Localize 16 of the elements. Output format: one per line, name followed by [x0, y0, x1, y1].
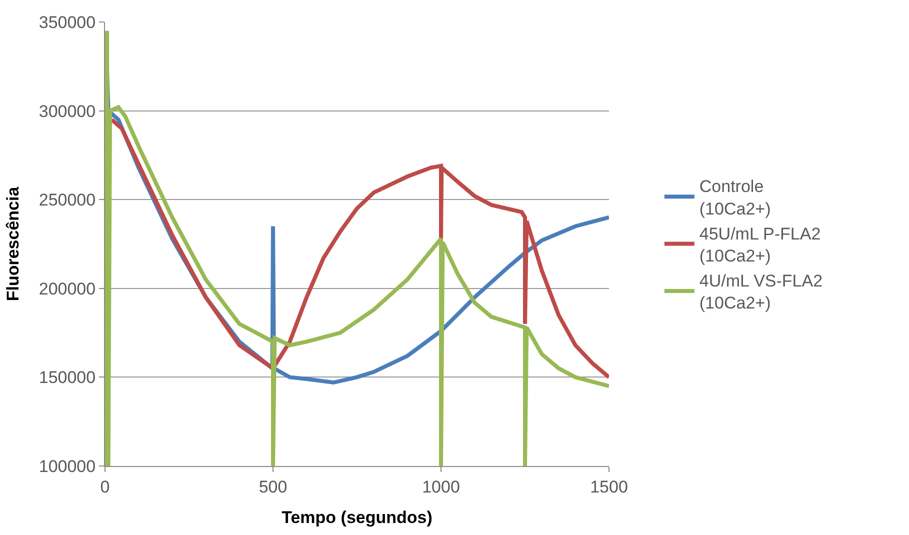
y-tick-label: 250000	[38, 190, 96, 210]
y-tick-label: 350000	[38, 12, 96, 32]
line-series	[110, 118, 609, 380]
y-axis-title: Fluorescência	[3, 186, 22, 302]
legend-label: 45U/mL P-FLA2 (10Ca2+)	[699, 224, 821, 266]
y-tick-label: 150000	[38, 368, 96, 388]
legend-label: Controle (10Ca2+)	[699, 177, 771, 218]
x-axis-title: Tempo (segundos)	[282, 508, 432, 527]
legend-label: 4U/mL VS-FLA2 (10Ca2+)	[699, 272, 823, 313]
x-tick-label: 0	[100, 477, 110, 496]
x-tick-label: 500	[258, 477, 288, 496]
y-tick-label: 100000	[38, 456, 96, 476]
y-tick-label: 300000	[38, 102, 96, 121]
y-tick-label: 200000	[38, 279, 96, 298]
x-tick-label: 1000	[422, 477, 460, 496]
x-tick-label: 1500	[590, 477, 628, 496]
